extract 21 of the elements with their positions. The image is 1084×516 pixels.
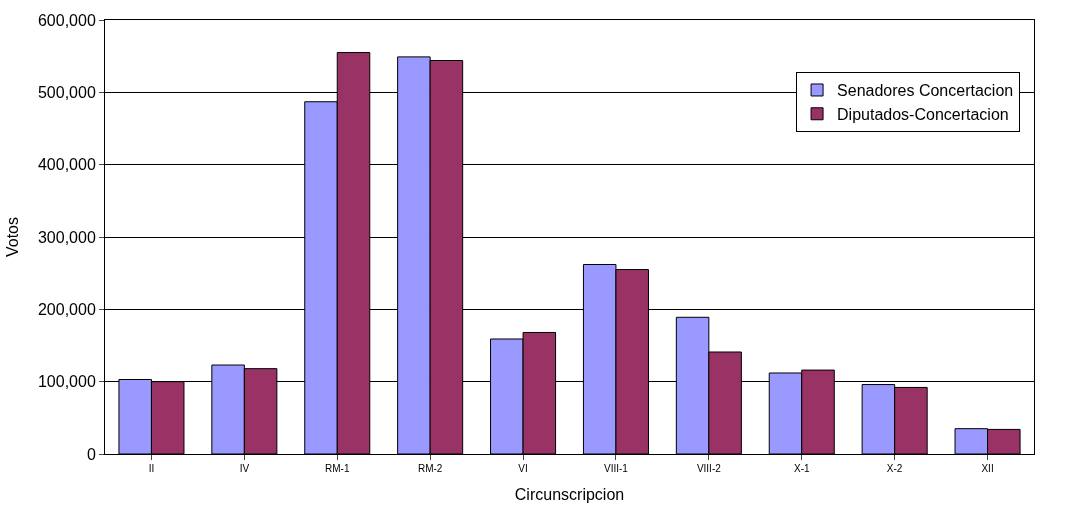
legend-label: Diputados-Concertacion [837,106,1009,124]
y-axis-title: Votos [3,216,21,258]
x-tick-label: VIII-2 [696,463,722,474]
y-tick-label: 100,000 [37,373,96,391]
y-tick-label: 500,000 [37,83,96,101]
x-tick-label: IV [239,463,250,474]
legend-label: Senadores Concertacion [837,82,1014,100]
x-tick-label: VI [518,463,528,474]
x-tick-label: II [148,463,155,474]
y-tick-label: 600,000 [37,11,96,29]
y-tick-label: 400,000 [37,156,96,174]
y-tick-label: 0 [86,445,96,463]
x-axis-title: Circunscripcion [514,485,625,503]
x-tick-label: RM-1 [325,463,350,474]
x-tick-label: X-2 [886,463,903,474]
x-tick-label: VIII-1 [604,463,629,474]
x-tick-label: RM-2 [417,463,443,474]
x-tick-label: X-1 [793,463,810,474]
y-tick-label: 300,000 [37,228,96,246]
y-tick-label: 200,000 [37,300,96,318]
x-tick-label: XII [981,463,994,474]
